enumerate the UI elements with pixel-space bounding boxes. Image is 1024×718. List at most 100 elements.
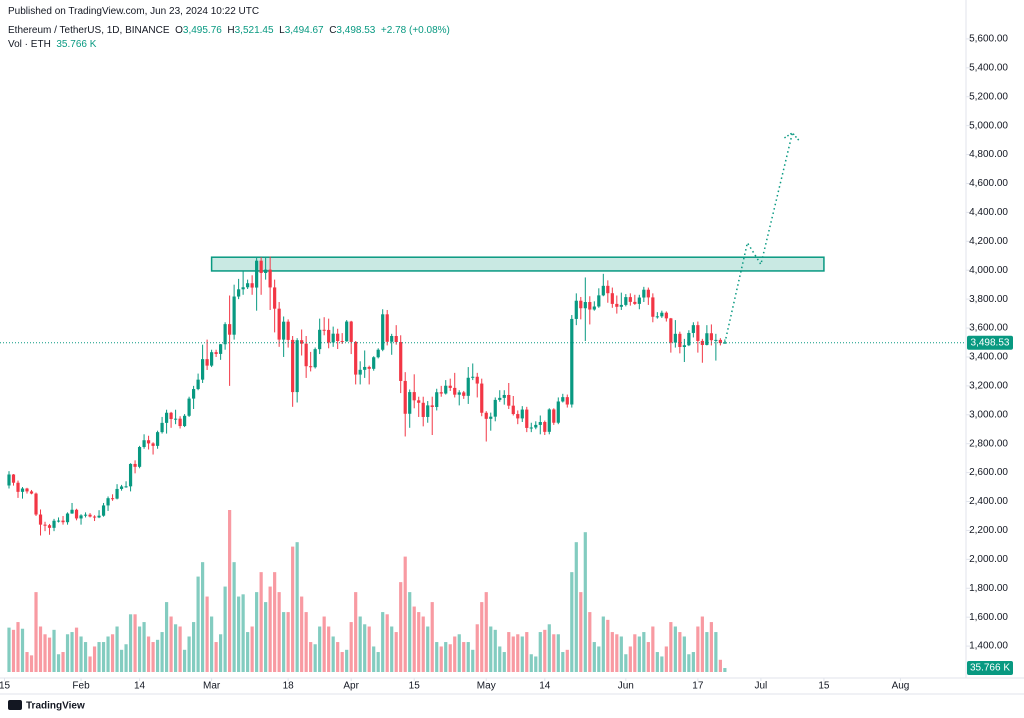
c-key: C <box>329 25 337 36</box>
candle-body <box>52 520 56 528</box>
volume-bar <box>682 636 686 672</box>
volume-bar <box>146 636 151 672</box>
volume-bar <box>20 628 25 672</box>
candle-body <box>16 482 20 492</box>
volume-bar <box>529 654 533 672</box>
x-tick-label: 14 <box>134 681 146 692</box>
published: Published on TradingView.com, Jun 23, 20… <box>8 6 260 17</box>
volume-bar <box>38 626 43 672</box>
volume-bar <box>34 592 38 672</box>
candle-body <box>691 325 695 333</box>
candle-body <box>322 329 326 331</box>
y-tick-label: 1,600.00 <box>969 612 1008 623</box>
volume-bar <box>417 612 421 672</box>
candle-body <box>606 285 610 294</box>
volume-bar <box>74 627 79 672</box>
candle-body <box>29 491 34 494</box>
volume-bar <box>173 624 178 672</box>
candle-body <box>313 349 317 368</box>
candle-body <box>327 329 331 343</box>
candle-body <box>232 296 236 335</box>
volume-bar <box>390 626 394 672</box>
candle-body <box>597 295 601 307</box>
volume-bar <box>295 542 299 672</box>
volume-bar <box>520 636 524 672</box>
candle-body <box>511 405 515 415</box>
candle-body <box>304 343 308 367</box>
volume-bar <box>552 634 556 672</box>
candle-body <box>543 422 547 432</box>
candle-body <box>381 314 385 350</box>
x-tick-label: 17 <box>692 681 704 692</box>
candle-body <box>705 333 709 345</box>
volume-bar <box>556 634 560 672</box>
candle-body <box>169 412 173 419</box>
volume-bar <box>79 636 83 672</box>
candle-body <box>619 304 623 307</box>
volume-bar <box>300 596 304 672</box>
volume-bar <box>155 639 160 672</box>
candle-body <box>363 366 367 370</box>
candle-body <box>286 321 290 340</box>
candle-body <box>687 332 691 346</box>
candle-body <box>277 308 281 340</box>
candle-body <box>309 366 313 368</box>
candle-body <box>439 392 443 394</box>
candle-body <box>507 394 511 406</box>
candle-body <box>660 312 664 317</box>
volume-bar <box>448 644 452 672</box>
volume-bar <box>700 616 704 672</box>
volume-legend: Vol · ETH 35.766 K <box>8 39 96 50</box>
volume-bar <box>363 624 367 672</box>
volume-bar <box>101 642 106 672</box>
volume-bar <box>16 622 20 672</box>
volume-bar <box>502 652 506 672</box>
candle-body <box>119 486 124 489</box>
volume-bar <box>493 629 497 672</box>
volume-bar <box>714 632 718 672</box>
volume-bar <box>97 642 101 672</box>
candle-body <box>453 387 457 395</box>
candle-body <box>462 392 466 396</box>
candle-body <box>38 514 43 525</box>
candle-body <box>173 418 178 420</box>
volume-bar <box>70 632 74 672</box>
volume-bar <box>255 592 259 672</box>
candle-body <box>466 377 470 396</box>
volume-bar <box>430 602 434 672</box>
candle-body <box>637 297 641 304</box>
candle-body <box>79 515 83 519</box>
volume-bar <box>124 644 128 672</box>
o-key: O <box>175 25 183 36</box>
candle-body <box>412 392 416 401</box>
candle-body <box>709 333 713 341</box>
x-tick-label: Feb <box>72 681 90 692</box>
candle-body <box>651 297 655 317</box>
y-tick-label: 4,600.00 <box>969 178 1008 189</box>
volume-bar <box>489 626 493 672</box>
volume-bar <box>669 622 673 672</box>
candle-body <box>223 324 227 345</box>
volume-bar <box>83 642 88 672</box>
volume-bar <box>439 646 443 672</box>
candle-body <box>34 493 38 515</box>
candle-body <box>110 498 115 500</box>
volume-bar <box>709 622 713 672</box>
candle-body <box>345 321 349 342</box>
candle-body <box>210 352 214 366</box>
candle-body <box>137 447 142 467</box>
y-tick-label: 4,200.00 <box>969 236 1008 247</box>
candle-body <box>372 357 376 369</box>
volume-bar <box>196 576 200 672</box>
candle-body <box>628 297 632 302</box>
candle-body <box>92 516 97 518</box>
volume-bar <box>538 632 542 672</box>
volume-bar <box>142 622 146 672</box>
volume-bar <box>246 632 250 672</box>
volume-bar <box>7 627 11 672</box>
volume-bar <box>151 642 155 672</box>
candle-body <box>250 283 254 288</box>
candle-body <box>246 283 250 288</box>
